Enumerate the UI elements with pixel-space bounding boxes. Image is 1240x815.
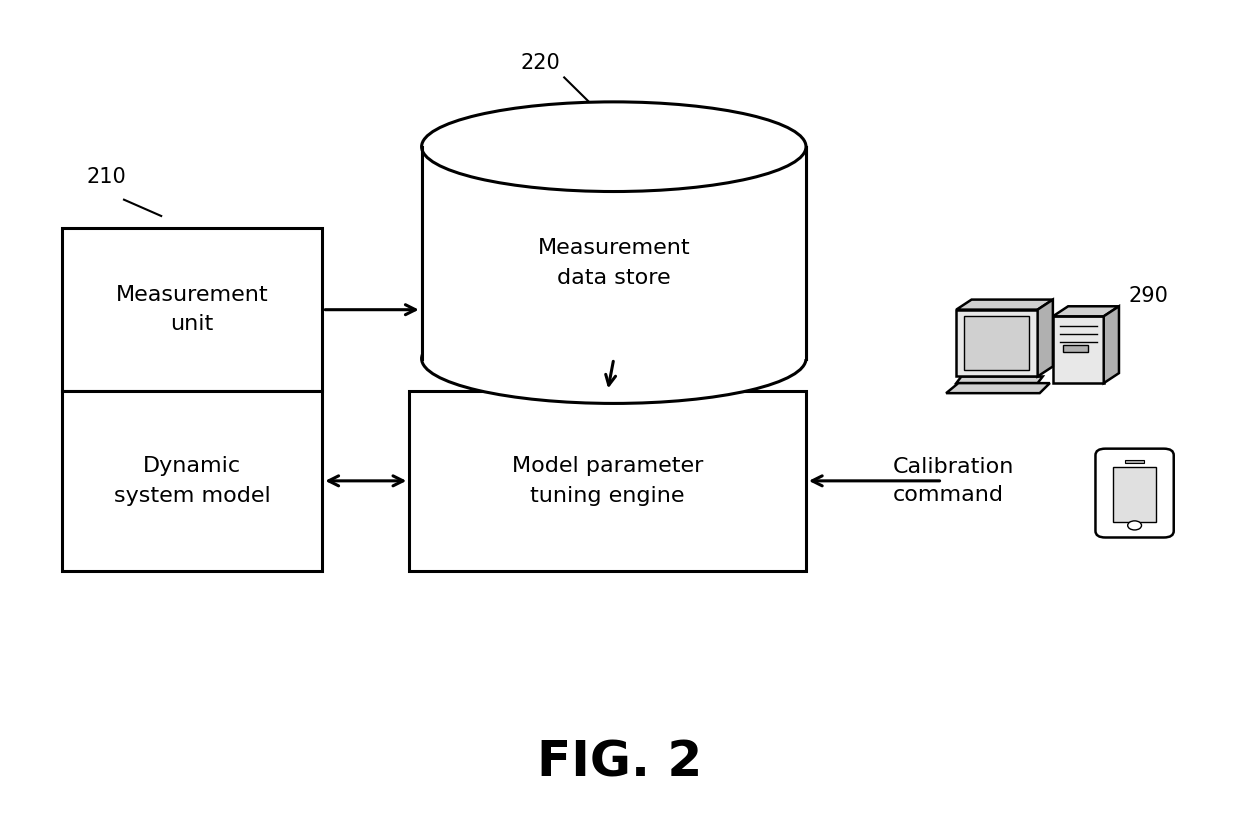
Circle shape bbox=[1127, 521, 1142, 530]
Bar bbox=[1126, 460, 1143, 463]
Polygon shape bbox=[946, 383, 1050, 393]
Polygon shape bbox=[956, 377, 1043, 383]
Bar bbox=[422, 147, 806, 359]
Text: Dynamic
system model: Dynamic system model bbox=[114, 456, 270, 505]
Text: FIG. 2: FIG. 2 bbox=[537, 738, 703, 786]
Polygon shape bbox=[1104, 306, 1118, 383]
Polygon shape bbox=[1053, 316, 1104, 383]
Polygon shape bbox=[956, 310, 1038, 377]
Text: 260: 260 bbox=[87, 326, 126, 346]
FancyBboxPatch shape bbox=[1095, 448, 1174, 538]
Text: Calibration
command: Calibration command bbox=[893, 457, 1014, 504]
Polygon shape bbox=[956, 300, 1053, 310]
Polygon shape bbox=[1038, 300, 1053, 377]
Ellipse shape bbox=[422, 314, 806, 403]
Polygon shape bbox=[1053, 306, 1118, 316]
Text: 220: 220 bbox=[521, 53, 560, 73]
Bar bbox=[62, 391, 322, 570]
Bar bbox=[409, 391, 806, 570]
Bar bbox=[1114, 467, 1156, 522]
Bar bbox=[422, 147, 806, 359]
Text: Measurement
unit: Measurement unit bbox=[115, 285, 269, 334]
Text: Model parameter
tuning engine: Model parameter tuning engine bbox=[512, 456, 703, 505]
Text: Measurement
data store: Measurement data store bbox=[537, 239, 691, 288]
Text: 290: 290 bbox=[1128, 285, 1168, 306]
Polygon shape bbox=[965, 316, 1029, 370]
Bar bbox=[62, 228, 322, 391]
Bar bbox=[1063, 345, 1089, 352]
Ellipse shape bbox=[422, 102, 806, 192]
Text: 250: 250 bbox=[446, 326, 486, 346]
Text: 210: 210 bbox=[87, 167, 126, 187]
